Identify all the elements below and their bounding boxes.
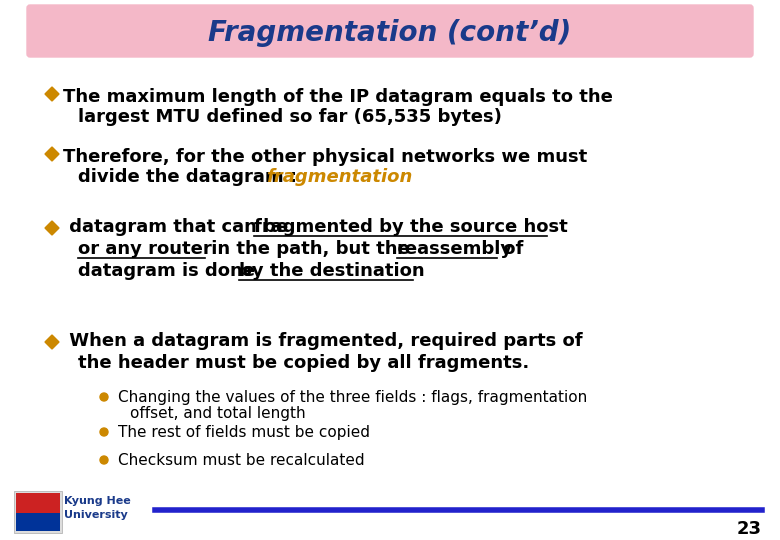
- Polygon shape: [45, 147, 59, 161]
- FancyBboxPatch shape: [27, 5, 753, 57]
- Text: divide the datagram :: divide the datagram :: [78, 168, 303, 186]
- Circle shape: [100, 456, 108, 464]
- Text: or any router: or any router: [78, 240, 211, 258]
- Text: When a datagram is fragmented, required parts of: When a datagram is fragmented, required …: [63, 332, 583, 350]
- Text: Checksum must be recalculated: Checksum must be recalculated: [118, 453, 364, 468]
- FancyBboxPatch shape: [16, 493, 60, 513]
- FancyBboxPatch shape: [14, 491, 62, 533]
- Text: Fragmentation (cont’d): Fragmentation (cont’d): [208, 19, 572, 47]
- Circle shape: [100, 393, 108, 401]
- Polygon shape: [45, 221, 59, 235]
- Polygon shape: [45, 87, 59, 101]
- FancyBboxPatch shape: [16, 513, 60, 531]
- Text: the header must be copied by all fragments.: the header must be copied by all fragmen…: [78, 354, 530, 372]
- Text: The maximum length of the IP datagram equals to the: The maximum length of the IP datagram eq…: [63, 88, 613, 106]
- Text: Kyung Hee: Kyung Hee: [64, 496, 131, 506]
- Polygon shape: [45, 335, 59, 349]
- Text: largest MTU defined so far (65,535 bytes): largest MTU defined so far (65,535 bytes…: [78, 108, 502, 126]
- Text: Therefore, for the other physical networks we must: Therefore, for the other physical networ…: [63, 148, 587, 166]
- Text: in the path, but the: in the path, but the: [205, 240, 416, 258]
- Text: by the destination: by the destination: [239, 262, 424, 280]
- Text: datagram is done: datagram is done: [78, 262, 261, 280]
- Text: reassembly: reassembly: [397, 240, 513, 258]
- Text: of: of: [497, 240, 523, 258]
- Text: The rest of fields must be copied: The rest of fields must be copied: [118, 425, 370, 440]
- Text: 23: 23: [737, 520, 762, 538]
- Circle shape: [100, 428, 108, 436]
- Text: datagram that can be: datagram that can be: [63, 218, 295, 236]
- Text: fragmentation: fragmentation: [266, 168, 413, 186]
- Text: offset, and total length: offset, and total length: [130, 406, 306, 421]
- Text: Changing the values of the three fields : flags, fragmentation: Changing the values of the three fields …: [118, 390, 587, 405]
- Text: University: University: [64, 510, 128, 520]
- Text: fragmented by the source host: fragmented by the source host: [254, 218, 568, 236]
